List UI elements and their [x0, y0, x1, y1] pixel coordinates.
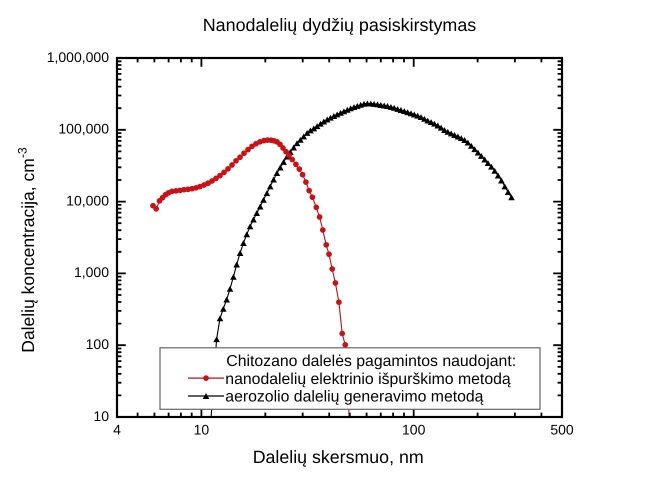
svg-text:10: 10 — [194, 422, 210, 438]
svg-text:100,000: 100,000 — [58, 121, 109, 137]
svg-text:aerozolio dalelių generavimo m: aerozolio dalelių generavimo metodą — [225, 389, 483, 406]
svg-text:Dalelių koncentracija, cm-3: Dalelių koncentracija, cm-3 — [16, 147, 39, 353]
svg-text:4: 4 — [113, 422, 121, 438]
svg-text:Nanodalelių dydžių pasiskirsty: Nanodalelių dydžių pasiskirstymas — [203, 15, 477, 35]
svg-text:100: 100 — [402, 422, 426, 438]
svg-text:10,000: 10,000 — [66, 192, 109, 208]
svg-text:500: 500 — [550, 422, 574, 438]
svg-text:100: 100 — [86, 336, 110, 352]
svg-text:1,000,000: 1,000,000 — [47, 49, 109, 65]
svg-text:10: 10 — [93, 408, 109, 424]
svg-text:Chitozano dalelės pagamintos n: Chitozano dalelės pagamintos naudojant: — [226, 353, 516, 370]
svg-text:1,000: 1,000 — [74, 264, 109, 280]
svg-text:Dalelių skersmuo, nm: Dalelių skersmuo, nm — [253, 447, 424, 467]
svg-text:nanodalelių elektrinio išpuršk: nanodalelių elektrinio išpurškimo metodą — [225, 371, 511, 388]
